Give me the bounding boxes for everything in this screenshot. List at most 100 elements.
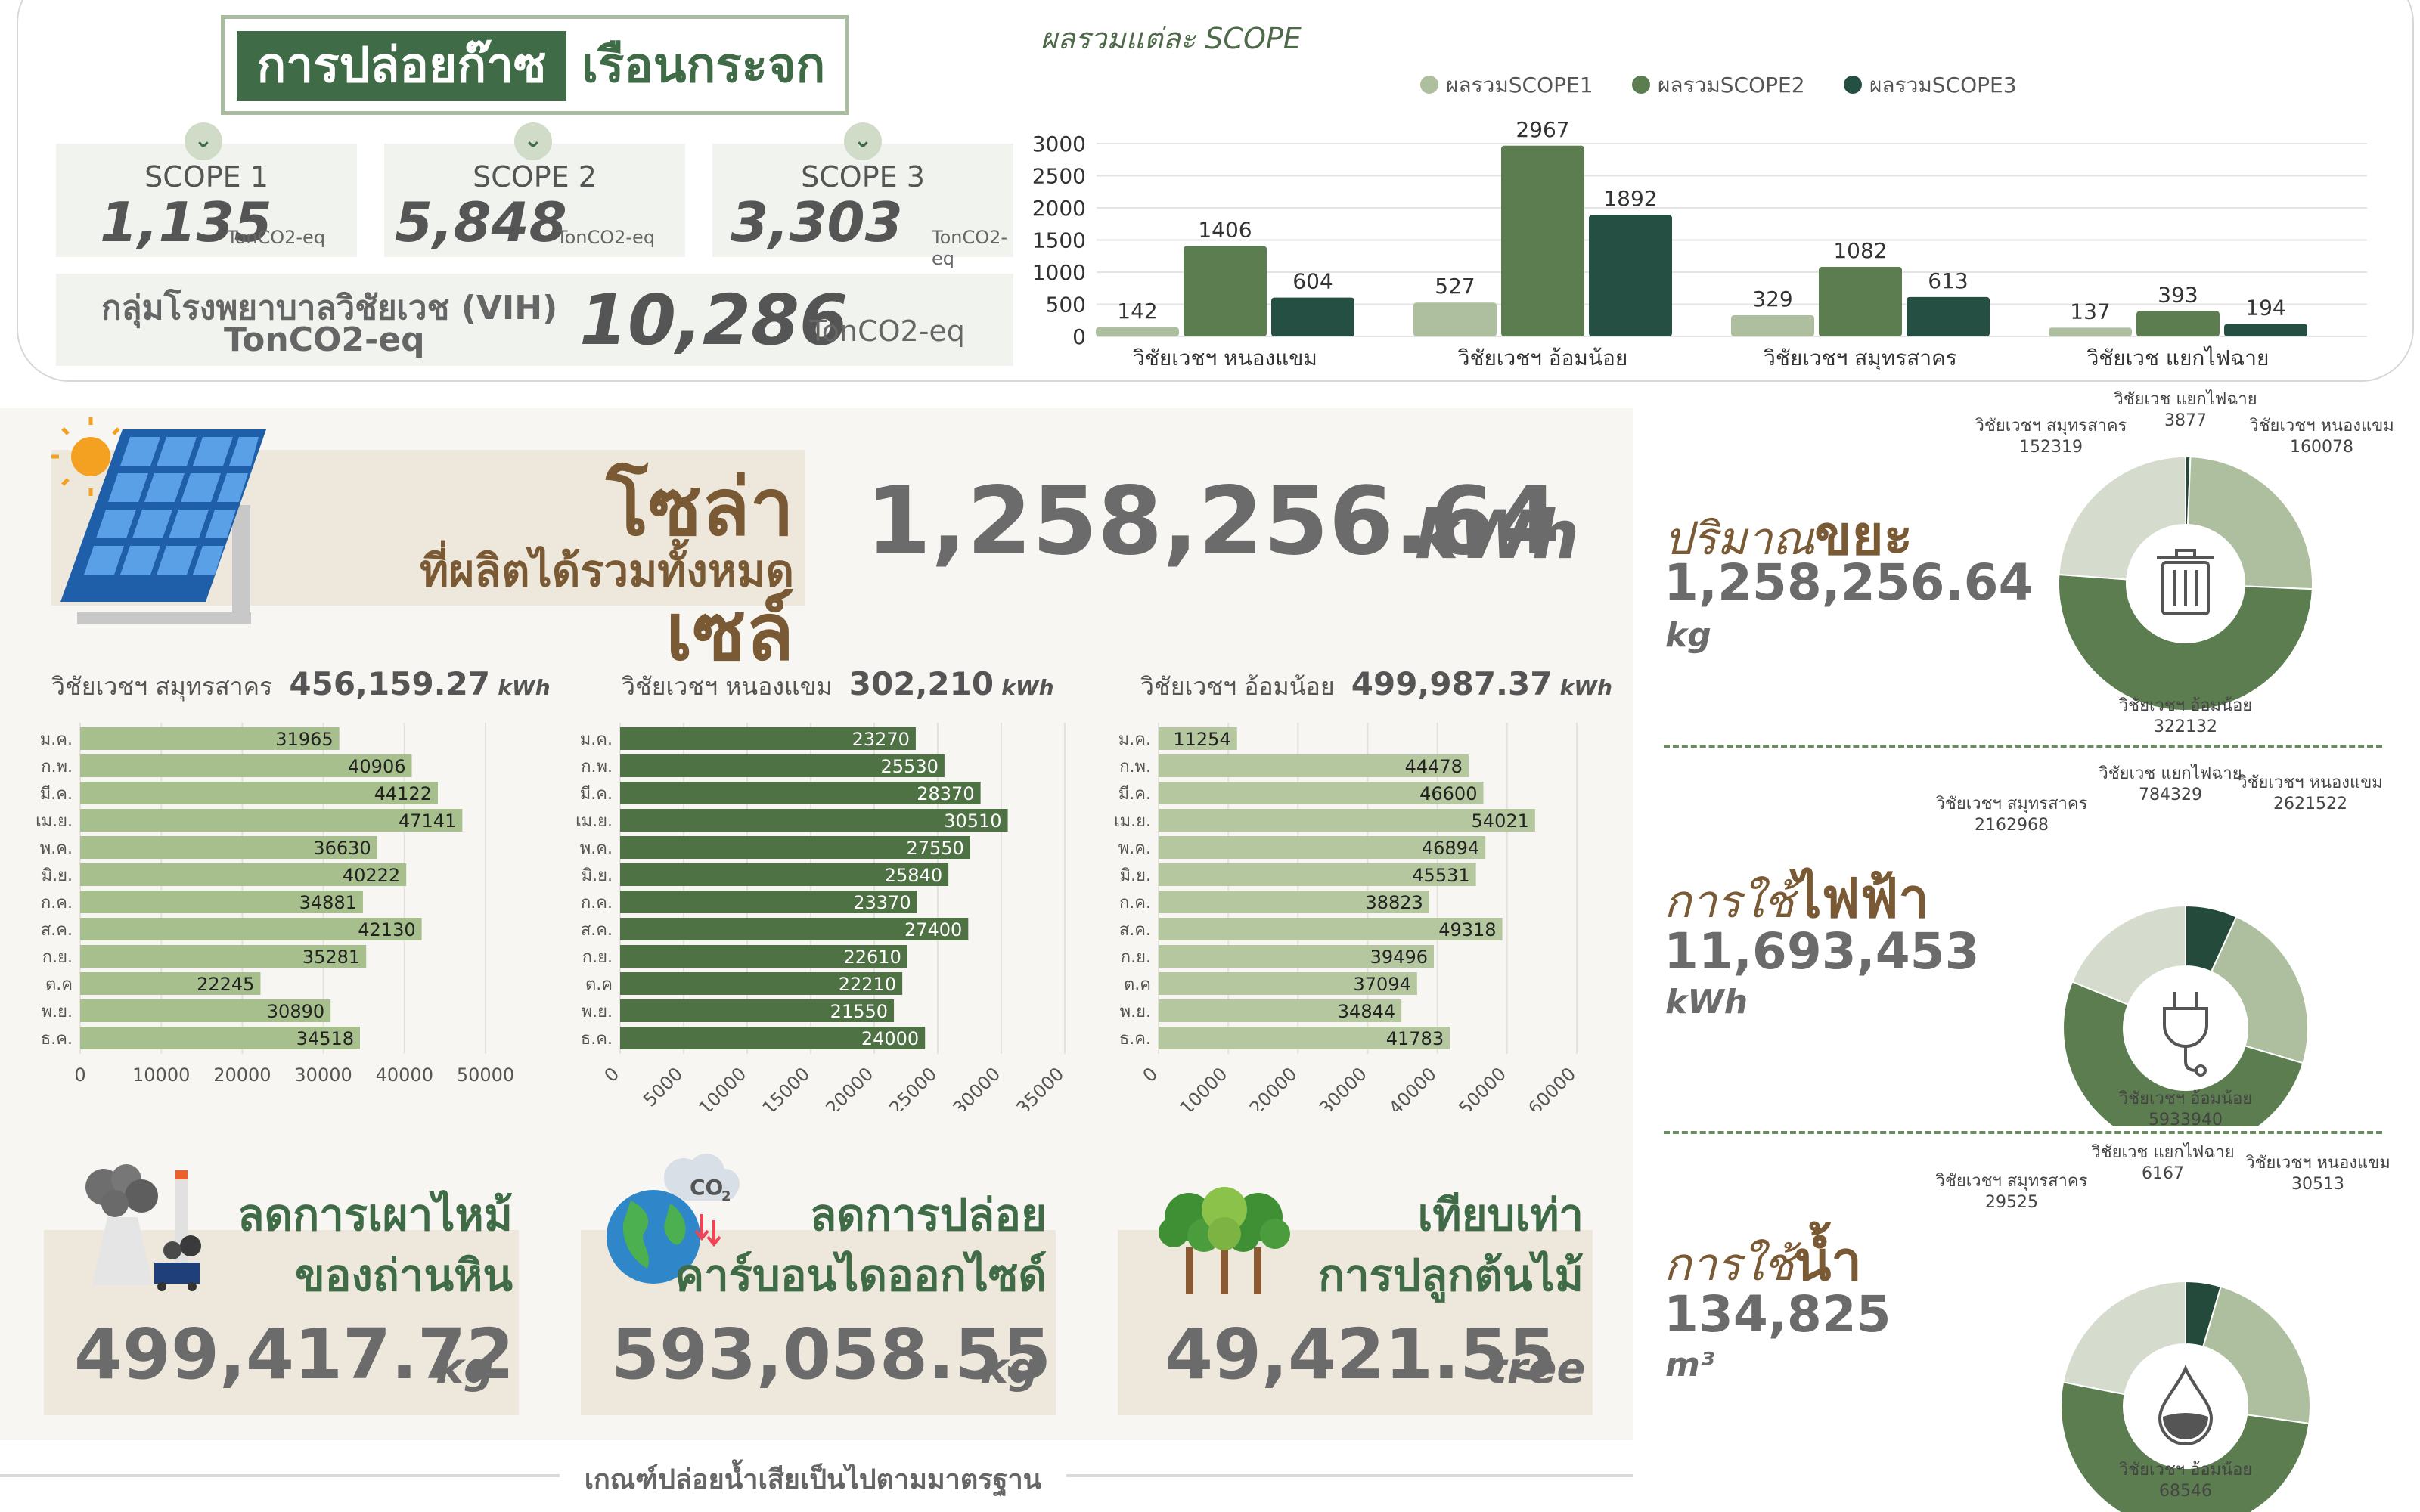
- month-label: ต.ค: [45, 975, 73, 994]
- x-tick-label: 50000: [1454, 1063, 1510, 1111]
- waste-unit: kg: [1665, 616, 1711, 655]
- data-label: 54021: [1472, 810, 1529, 832]
- donut-slice: [2062, 981, 2304, 1126]
- slice-value: 6167: [2142, 1164, 2184, 1183]
- scope3-unit: TonCO2-eq: [932, 227, 1008, 269]
- bar: [620, 754, 945, 777]
- data-label: 23270: [852, 729, 910, 750]
- data-label: 38823: [1365, 892, 1423, 913]
- month-label: ก.ค.: [1119, 894, 1151, 912]
- waste-label-a: ปริมาณ: [1664, 513, 1815, 565]
- bar: [620, 809, 1008, 832]
- donut-slice: [2062, 1280, 2186, 1396]
- water-label-b: น้ำ: [1794, 1229, 1862, 1293]
- bar: [80, 945, 367, 968]
- scope3-card: SCOPE 3 3,303 TonCO2-eq: [712, 144, 1013, 269]
- solar-panel-icon: [51, 417, 266, 624]
- data-label: 28370: [917, 783, 974, 804]
- data-label: 30510: [944, 810, 1001, 832]
- water-label: การใช้น้ำ: [1664, 1217, 1862, 1304]
- waste-label: ปริมาณขยะ: [1664, 491, 1913, 578]
- bar: [1159, 836, 1486, 859]
- donut-slice: [2060, 1380, 2310, 1512]
- slice-value: 68546: [2159, 1482, 2212, 1501]
- chevron-down-icon[interactable]: ⌄: [514, 122, 552, 160]
- group-total-unit: TonCO2-eq: [809, 314, 965, 348]
- data-label: 11254: [1173, 729, 1230, 750]
- y-tick-label: 0: [1072, 324, 1086, 349]
- site3-header: วิชัยเวชฯ อ้อมน้อย 499,987.37 kWh: [1140, 665, 1612, 706]
- month-label: พ.ค.: [40, 839, 73, 858]
- chevron-down-icon[interactable]: ⌄: [844, 122, 882, 160]
- data-label: 47141: [399, 810, 456, 832]
- electric-value: 11,693,453: [1664, 922, 1980, 981]
- data-label: 49318: [1438, 919, 1496, 940]
- coal-line2: ของถ่านหิน: [294, 1250, 513, 1301]
- co2-line2: คาร์บอนไดออกไซด์: [675, 1250, 1047, 1301]
- footer-note: เกณฑ์ปล่อยน้ำเสียเป็นไปตามมาตรฐาน: [584, 1464, 1042, 1495]
- month-label: พ.ย.: [42, 1002, 73, 1021]
- month-label: พ.ย.: [1120, 1002, 1151, 1021]
- coal-unit: kg: [436, 1344, 495, 1393]
- slice-label: วิชัยเวช แยกไฟฉาย: [2099, 764, 2242, 783]
- bar: [2049, 327, 2132, 336]
- trash-icon: [2157, 549, 2214, 615]
- x-tick-label: 5000: [639, 1063, 687, 1111]
- bar: [80, 999, 331, 1022]
- x-tick-label: 60000: [1524, 1063, 1580, 1111]
- legend-swatch: [1420, 76, 1438, 94]
- slice-label: วิชัยเวชฯ อ้อมน้อย: [2118, 1461, 2252, 1479]
- ghg-title-dark: การปล่อยก๊าซ: [237, 31, 566, 101]
- trees-icon: [1159, 1187, 1290, 1294]
- solar-site2-chart: 0 5000 10000 15000 20000 25000 30000 35000 ม.ค. 2…: [576, 723, 1068, 1111]
- slice-value: 2162968: [1975, 816, 2049, 835]
- bar: [1159, 727, 1237, 750]
- x-tick-label: 20000: [821, 1063, 877, 1111]
- svg-text:CO: CO: [690, 1175, 723, 1200]
- site2-name: วิชัยเวชฯ หนองแขม: [622, 672, 833, 701]
- bar: [1819, 267, 1902, 336]
- bar: [80, 727, 340, 750]
- waste-label-b: ขยะ: [1814, 503, 1913, 567]
- data-label: 44478: [1405, 756, 1463, 777]
- x-tick-label: 35000: [1012, 1063, 1068, 1111]
- group-unit-line: TonCO2-eq: [224, 321, 425, 359]
- slice-label: วิชัยเวชฯ หนองแขม: [2238, 773, 2383, 792]
- data-label: 41783: [1386, 1028, 1444, 1049]
- electric-label-a: การใช้: [1664, 875, 1795, 928]
- tree-unit: tree: [1487, 1344, 1586, 1393]
- scope1-value: 1,135: [100, 191, 272, 254]
- data-label: 36630: [313, 838, 371, 859]
- scope2-unit: TonCO2-eq: [557, 227, 656, 248]
- y-tick-label: 3000: [1032, 132, 1086, 156]
- coal-line1: ลดการเผาไหม้: [237, 1189, 513, 1241]
- bar: [620, 972, 903, 995]
- month-label: มิ.ย.: [42, 866, 73, 885]
- donut-slice: [2186, 456, 2313, 590]
- legend-swatch: [1844, 76, 1862, 94]
- legend-label: ผลรวมSCOPE2: [1658, 73, 1805, 98]
- data-label: 40906: [348, 756, 405, 777]
- co2-unit: kg: [980, 1344, 1039, 1393]
- site2-unit: kWh: [1001, 675, 1054, 700]
- scope1-unit: TonCO2-eq: [227, 227, 326, 248]
- x-tick-label: 20000: [1246, 1063, 1302, 1111]
- bar: [80, 754, 412, 777]
- site3-total: 499,987.37: [1351, 665, 1553, 702]
- data-label: 34844: [1338, 1001, 1395, 1022]
- electric-donut-chart: วิชัยเวช แยกไฟฉาย 784329 วิชัยเวชฯ หนองแขม…: [1935, 764, 2383, 1126]
- month-label: ก.พ.: [1119, 758, 1151, 776]
- data-label: 45531: [1412, 865, 1469, 886]
- bar: [1184, 246, 1267, 336]
- scope1-card: SCOPE 1 1,135 TonCO2-eq: [56, 144, 357, 257]
- bar: [620, 836, 970, 859]
- plug-icon: [2163, 992, 2208, 1077]
- donut-slice: [2210, 916, 2309, 1064]
- slice-value: 160078: [2290, 438, 2353, 457]
- chevron-down-icon[interactable]: ⌄: [185, 122, 222, 160]
- ghg-title: การปล่อยก๊าซ เรือนกระจก: [221, 15, 849, 115]
- coal-value: 499,417.72: [74, 1314, 515, 1395]
- scope2-card: SCOPE 2 5,848 TonCO2-eq: [384, 144, 685, 257]
- data-label: 25530: [881, 756, 939, 777]
- group-total-card: กลุ่มโรงพยาบาลวิชัยเวช (VIH) TonCO2-eq 1…: [56, 274, 1013, 366]
